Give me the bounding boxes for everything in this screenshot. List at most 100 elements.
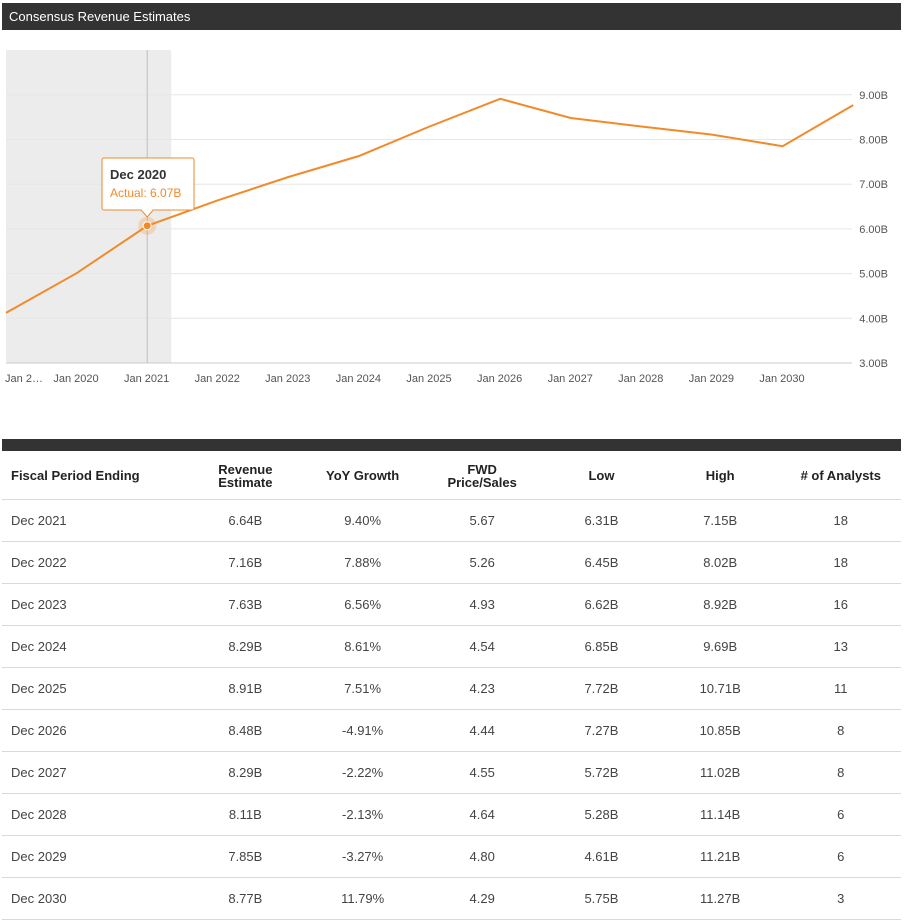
table-cell: 7.15B [659,499,781,542]
x-tick-label: Jan 2030 [759,373,804,385]
table-cell: Dec 2022 [2,541,187,584]
table-cell: 6.64B [186,499,305,542]
x-tick-label: Jan 2024 [336,373,381,385]
table-row: Dec 2024 8.29B 8.61% 4.54 6.85B 9.69B 13 [2,625,901,668]
x-tick-label: Jan 2023 [265,373,310,385]
table-cell: 7.85B [186,835,305,878]
table-cell: 18 [780,499,901,542]
table-cell: 5.26 [421,541,544,584]
table-cell: 7.72B [543,667,660,710]
table-cell: 11.21B [659,835,781,878]
column-header[interactable]: High [659,452,781,500]
chart-title: Consensus Revenue Estimates [9,9,191,24]
table-cell: 6.31B [543,499,660,542]
y-tick-label: 4.00B [859,313,888,325]
table-cell: 8.92B [659,583,781,626]
x-tick-label: Jan 2025 [406,373,451,385]
column-header-label-line2: Price/Sales [447,474,517,490]
table-cell: Dec 2023 [2,583,187,626]
revenue-line-chart[interactable]: 3.00B 4.00B 5.00B 6.00B 7.00B 8.00B 9.00B Jan 2… [0,30,904,435]
table-row: Dec 2023 7.63B 6.56% 4.93 6.62B 8.92B 16 [2,583,901,626]
table-cell: -2.22% [304,751,422,794]
table-cell: 5.67 [421,499,544,542]
y-tick-label: 9.00B [859,90,888,102]
table-cell: 11.27B [659,877,781,920]
table-row: Dec 2027 8.29B -2.22% 4.55 5.72B 11.02B 8 [2,751,901,794]
table-row: Dec 2026 8.48B -4.91% 4.44 7.27B 10.85B 8 [2,709,901,752]
table-cell: 5.72B [543,751,660,794]
table-cell: 10.85B [659,709,781,752]
table-cell: 16 [780,583,901,626]
table-cell: 8.61% [304,625,422,668]
column-header[interactable]: FWD Price/Sales [421,452,544,500]
tooltip-title: Dec 2020 [110,167,166,182]
table-cell: Dec 2026 [2,709,187,752]
column-header[interactable]: Fiscal Period Ending [2,452,187,500]
column-header[interactable]: YoY Growth [304,452,422,500]
table-header-bar [2,439,901,451]
x-tick-label: Jan 2022 [195,373,240,385]
tooltip-pointer-mask [142,209,153,211]
chart-header: Consensus Revenue Estimates [2,3,901,30]
table-body: Dec 2021 6.64B 9.40% 5.67 6.31B 7.15B 18 Dec 20… [2,499,901,920]
table-row: Dec 2022 7.16B 7.88% 5.26 6.45B 8.02B 18 [2,541,901,584]
table-cell: 8.77B [186,877,305,920]
table-cell: Dec 2030 [2,877,187,920]
column-header[interactable]: Low [543,452,660,500]
x-tick-label: Jan 2020 [53,373,98,385]
table-cell: -3.27% [304,835,422,878]
column-header[interactable]: # of Analysts [780,452,901,500]
table-cell: 4.29 [421,877,544,920]
tooltip-pointer [140,209,154,218]
column-header-label: Fiscal Period Ending [11,468,140,483]
table-cell: 6 [780,793,901,836]
table-cell: Dec 2027 [2,751,187,794]
y-tick-label: 3.00B [859,358,888,370]
table-cell: 4.61B [543,835,660,878]
table-cell: 4.23 [421,667,544,710]
y-tick-label: 7.00B [859,179,888,191]
table-cell: 7.16B [186,541,305,584]
table-cell: 5.28B [543,793,660,836]
table-cell: -4.91% [304,709,422,752]
column-header-label: Revenue [218,461,273,477]
table-cell: 11.14B [659,793,781,836]
table-cell: 8.29B [186,625,305,668]
table-cell: 4.55 [421,751,544,794]
table-row: Dec 2030 8.77B 11.79% 4.29 5.75B 11.27B 3 [2,877,901,920]
x-tick-label: Jan 2028 [618,373,663,385]
table-cell: 11.02B [659,751,781,794]
table-cell: 13 [780,625,901,668]
table-cell: 8 [780,751,901,794]
table-cell: 8.02B [659,541,781,584]
column-header-label: YoY Growth [326,468,400,483]
table-cell: Dec 2029 [2,835,187,878]
x-tick-label: Jan 2… [5,373,43,385]
column-header-label: # of Analysts [800,468,881,483]
x-tick-label: Jan 2027 [548,373,593,385]
table-cell: 8.29B [186,751,305,794]
table-cell: 18 [780,541,901,584]
table-cell: 6.56% [304,583,422,626]
tooltip-box [101,157,195,211]
column-header-label: Low [588,468,615,483]
column-header[interactable]: Revenue Estimate [186,452,305,500]
estimates-table: Fiscal Period Ending Revenue Estimate YoY G… [2,452,901,920]
table-cell: 8.11B [186,793,305,836]
table-row: Dec 2021 6.64B 9.40% 5.67 6.31B 7.15B 18 [2,499,901,542]
column-header-label-line2: Estimate [218,474,273,490]
x-tick-label: Jan 2029 [689,373,734,385]
table-cell: 9.40% [304,499,422,542]
table-cell: 7.63B [186,583,305,626]
column-header-label: High [705,468,735,483]
table-cell: Dec 2028 [2,793,187,836]
table-cell: 6.45B [543,541,660,584]
table-cell: 6.85B [543,625,660,668]
table-cell: 9.69B [659,625,781,668]
column-header-label: FWD [467,461,497,477]
y-tick-label: 5.00B [859,269,888,281]
table-cell: 11.79% [304,877,422,920]
table-cell: 8 [780,709,901,752]
table-cell: 4.64 [421,793,544,836]
table-cell: Dec 2024 [2,625,187,668]
